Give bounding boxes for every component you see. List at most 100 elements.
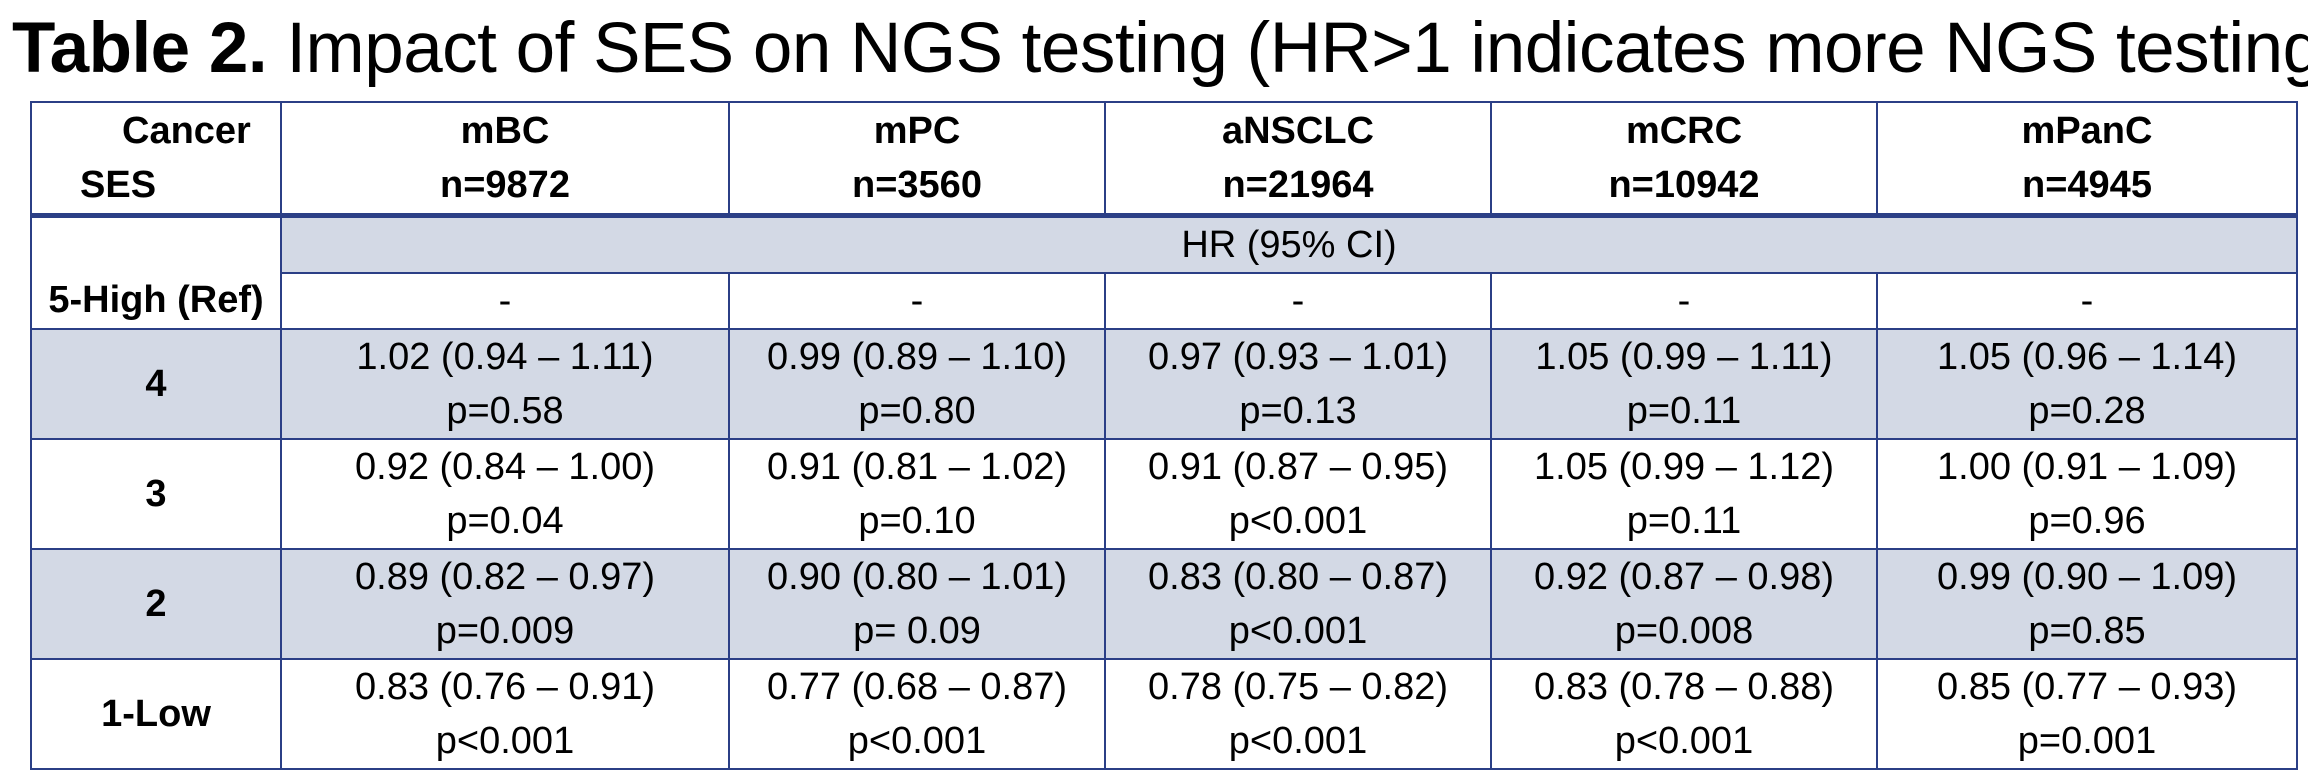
hr-value: 0.78 (0.75 – 0.82) [1148,666,1448,708]
p-value: p<0.001 [1614,720,1754,762]
p-value: p=0.009 [435,610,575,652]
p-value: p=0.28 [2028,390,2146,432]
hr-value: 0.91 (0.81 – 1.02) [767,446,1067,488]
p-value: p=0.58 [446,390,564,432]
column-name: aNSCLC [1221,110,1375,152]
data-cell: 0.77 (0.68 – 0.87) p<0.001 [728,658,1106,770]
row-label: 2 [30,548,282,660]
header-row: Cancer SES mBC n=9872 mPC n=3560 aNSCLC n=2… [30,101,2298,217]
data-cell: 0.85 (0.77 – 0.93) p=0.001 [1876,658,2298,770]
hr-value: 0.91 (0.87 – 0.95) [1148,446,1448,488]
data-cell: 0.99 (0.89 – 1.10) p=0.80 [728,328,1106,440]
p-value: p=0.11 [1626,500,1742,542]
p-value: p<0.001 [1228,500,1368,542]
hr-value: 0.92 (0.87 – 0.98) [1534,556,1834,598]
p-value: p=0.008 [1614,610,1754,652]
hr-value: 0.83 (0.78 – 0.88) [1534,666,1834,708]
data-cell: 1.02 (0.94 – 1.11) p=0.58 [280,328,730,440]
column-header-mpc: mPC n=3560 [728,101,1106,217]
column-n: n=9872 [440,164,570,206]
hr-ci-subheader: HR (95% CI) [280,214,2298,274]
data-cell: 0.83 (0.80 – 0.87) p<0.001 [1104,548,1492,660]
column-name: mPC [873,110,961,152]
row-label: 1-Low [30,658,282,770]
p-value: p<0.001 [847,720,987,762]
ref-cell: - [280,272,730,330]
p-value: p= 0.09 [853,610,981,652]
data-cell: 1.00 (0.91 – 1.09) p=0.96 [1876,438,2298,550]
hr-value: 0.83 (0.80 – 0.87) [1148,556,1448,598]
hr-value: 1.05 (0.96 – 1.14) [1937,336,2237,378]
ref-row: - - - - - [31,272,2298,330]
p-value: p=0.001 [2017,720,2157,762]
corner-cancer-label: Cancer [122,110,251,152]
ses-ngs-table: Cancer SES mBC n=9872 mPC n=3560 aNSCLC n=2… [30,101,2298,770]
data-cell: 0.91 (0.81 – 1.02) p=0.10 [728,438,1106,550]
ref-cell: - [1876,272,2298,330]
ref-cell: - [728,272,1106,330]
data-cell: 0.83 (0.78 – 0.88) p<0.001 [1490,658,1878,770]
column-n: n=10942 [1608,164,1760,206]
p-value: p=0.96 [2028,500,2146,542]
column-n: n=4945 [2022,164,2152,206]
column-header-ansclc: aNSCLC n=21964 [1104,101,1492,217]
table-row-ses-1-low: 1-Low 0.83 (0.76 – 0.91) p<0.001 0.77 (0.… [30,658,2298,770]
hr-value: 0.97 (0.93 – 1.01) [1148,336,1448,378]
p-value: p=0.10 [858,500,976,542]
corner-ses-label: SES [80,164,157,206]
hr-value: 1.05 (0.99 – 1.11) [1535,336,1833,378]
data-cell: 1.05 (0.99 – 1.11) p=0.11 [1490,328,1878,440]
data-cell: 0.92 (0.87 – 0.98) p=0.008 [1490,548,1878,660]
hr-value: 0.89 (0.82 – 0.97) [355,556,655,598]
hr-value: 0.77 (0.68 – 0.87) [767,666,1067,708]
p-value: p=0.13 [1239,390,1357,432]
table-title: Table 2. Impact of SES on NGS testing (H… [12,4,2308,94]
p-value: p=0.85 [2028,610,2146,652]
data-cell: 0.97 (0.93 – 1.01) p=0.13 [1104,328,1492,440]
table-row-ses-3: 3 0.92 (0.84 – 1.00) p=0.04 0.91 (0.81 – … [30,438,2298,550]
hr-value: 1.05 (0.99 – 1.12) [1534,446,1834,488]
column-n: n=3560 [852,164,982,206]
table-row-ses-4: 4 1.02 (0.94 – 1.11) p=0.58 0.99 (0.89 – … [30,328,2298,440]
hr-value: 0.90 (0.80 – 1.01) [767,556,1067,598]
row-label: 4 [30,328,282,440]
column-header-mbc: mBC n=9872 [280,101,730,217]
corner-header: Cancer SES [30,101,282,217]
data-cell: 0.89 (0.82 – 0.97) p=0.009 [280,548,730,660]
hr-subheader-row: 5-High (Ref) HR (95% CI) [30,214,2298,330]
data-cell: 0.99 (0.90 – 1.09) p=0.85 [1876,548,2298,660]
data-cell: 1.05 (0.99 – 1.12) p=0.11 [1490,438,1878,550]
column-name: mPanC [2021,110,2153,152]
column-n: n=21964 [1222,164,1374,206]
hr-value: 0.99 (0.90 – 1.09) [1937,556,2237,598]
data-cell: 0.83 (0.76 – 0.91) p<0.001 [280,658,730,770]
ref-cell: - [1490,272,1878,330]
hr-value: 1.02 (0.94 – 1.11) [356,336,654,378]
hr-value: 0.99 (0.89 – 1.10) [767,336,1067,378]
data-cell: 1.05 (0.96 – 1.14) p=0.28 [1876,328,2298,440]
column-header-mcrc: mCRC n=10942 [1490,101,1878,217]
p-value: p=0.04 [446,500,564,542]
data-cell: 0.90 (0.80 – 1.01) p= 0.09 [728,548,1106,660]
ref-cell: - [1104,272,1492,330]
table-title-label: Table 2. [12,9,268,88]
column-name: mCRC [1625,110,1743,152]
hr-value: 0.92 (0.84 – 1.00) [355,446,655,488]
data-cell: 0.92 (0.84 – 1.00) p=0.04 [280,438,730,550]
table-row-ses-2: 2 0.89 (0.82 – 0.97) p=0.009 0.90 (0.80 –… [30,548,2298,660]
column-name: mBC [460,110,550,152]
row-label-5-high-ref: 5-High (Ref) [30,214,282,330]
data-cell: 0.78 (0.75 – 0.82) p<0.001 [1104,658,1492,770]
p-value: p<0.001 [1228,720,1368,762]
hr-value: 0.83 (0.76 – 0.91) [355,666,655,708]
p-value: p=0.80 [858,390,976,432]
p-value: p<0.001 [435,720,575,762]
data-cell: 0.91 (0.87 – 0.95) p<0.001 [1104,438,1492,550]
row-label: 3 [30,438,282,550]
p-value: p=0.11 [1626,390,1742,432]
column-header-mpanc: mPanC n=4945 [1876,101,2298,217]
p-value: p<0.001 [1228,610,1368,652]
table-title-text: Impact of SES on NGS testing (HR>1 indic… [267,9,2308,88]
hr-value: 0.85 (0.77 – 0.93) [1937,666,2237,708]
hr-value: 1.00 (0.91 – 1.09) [1937,446,2237,488]
